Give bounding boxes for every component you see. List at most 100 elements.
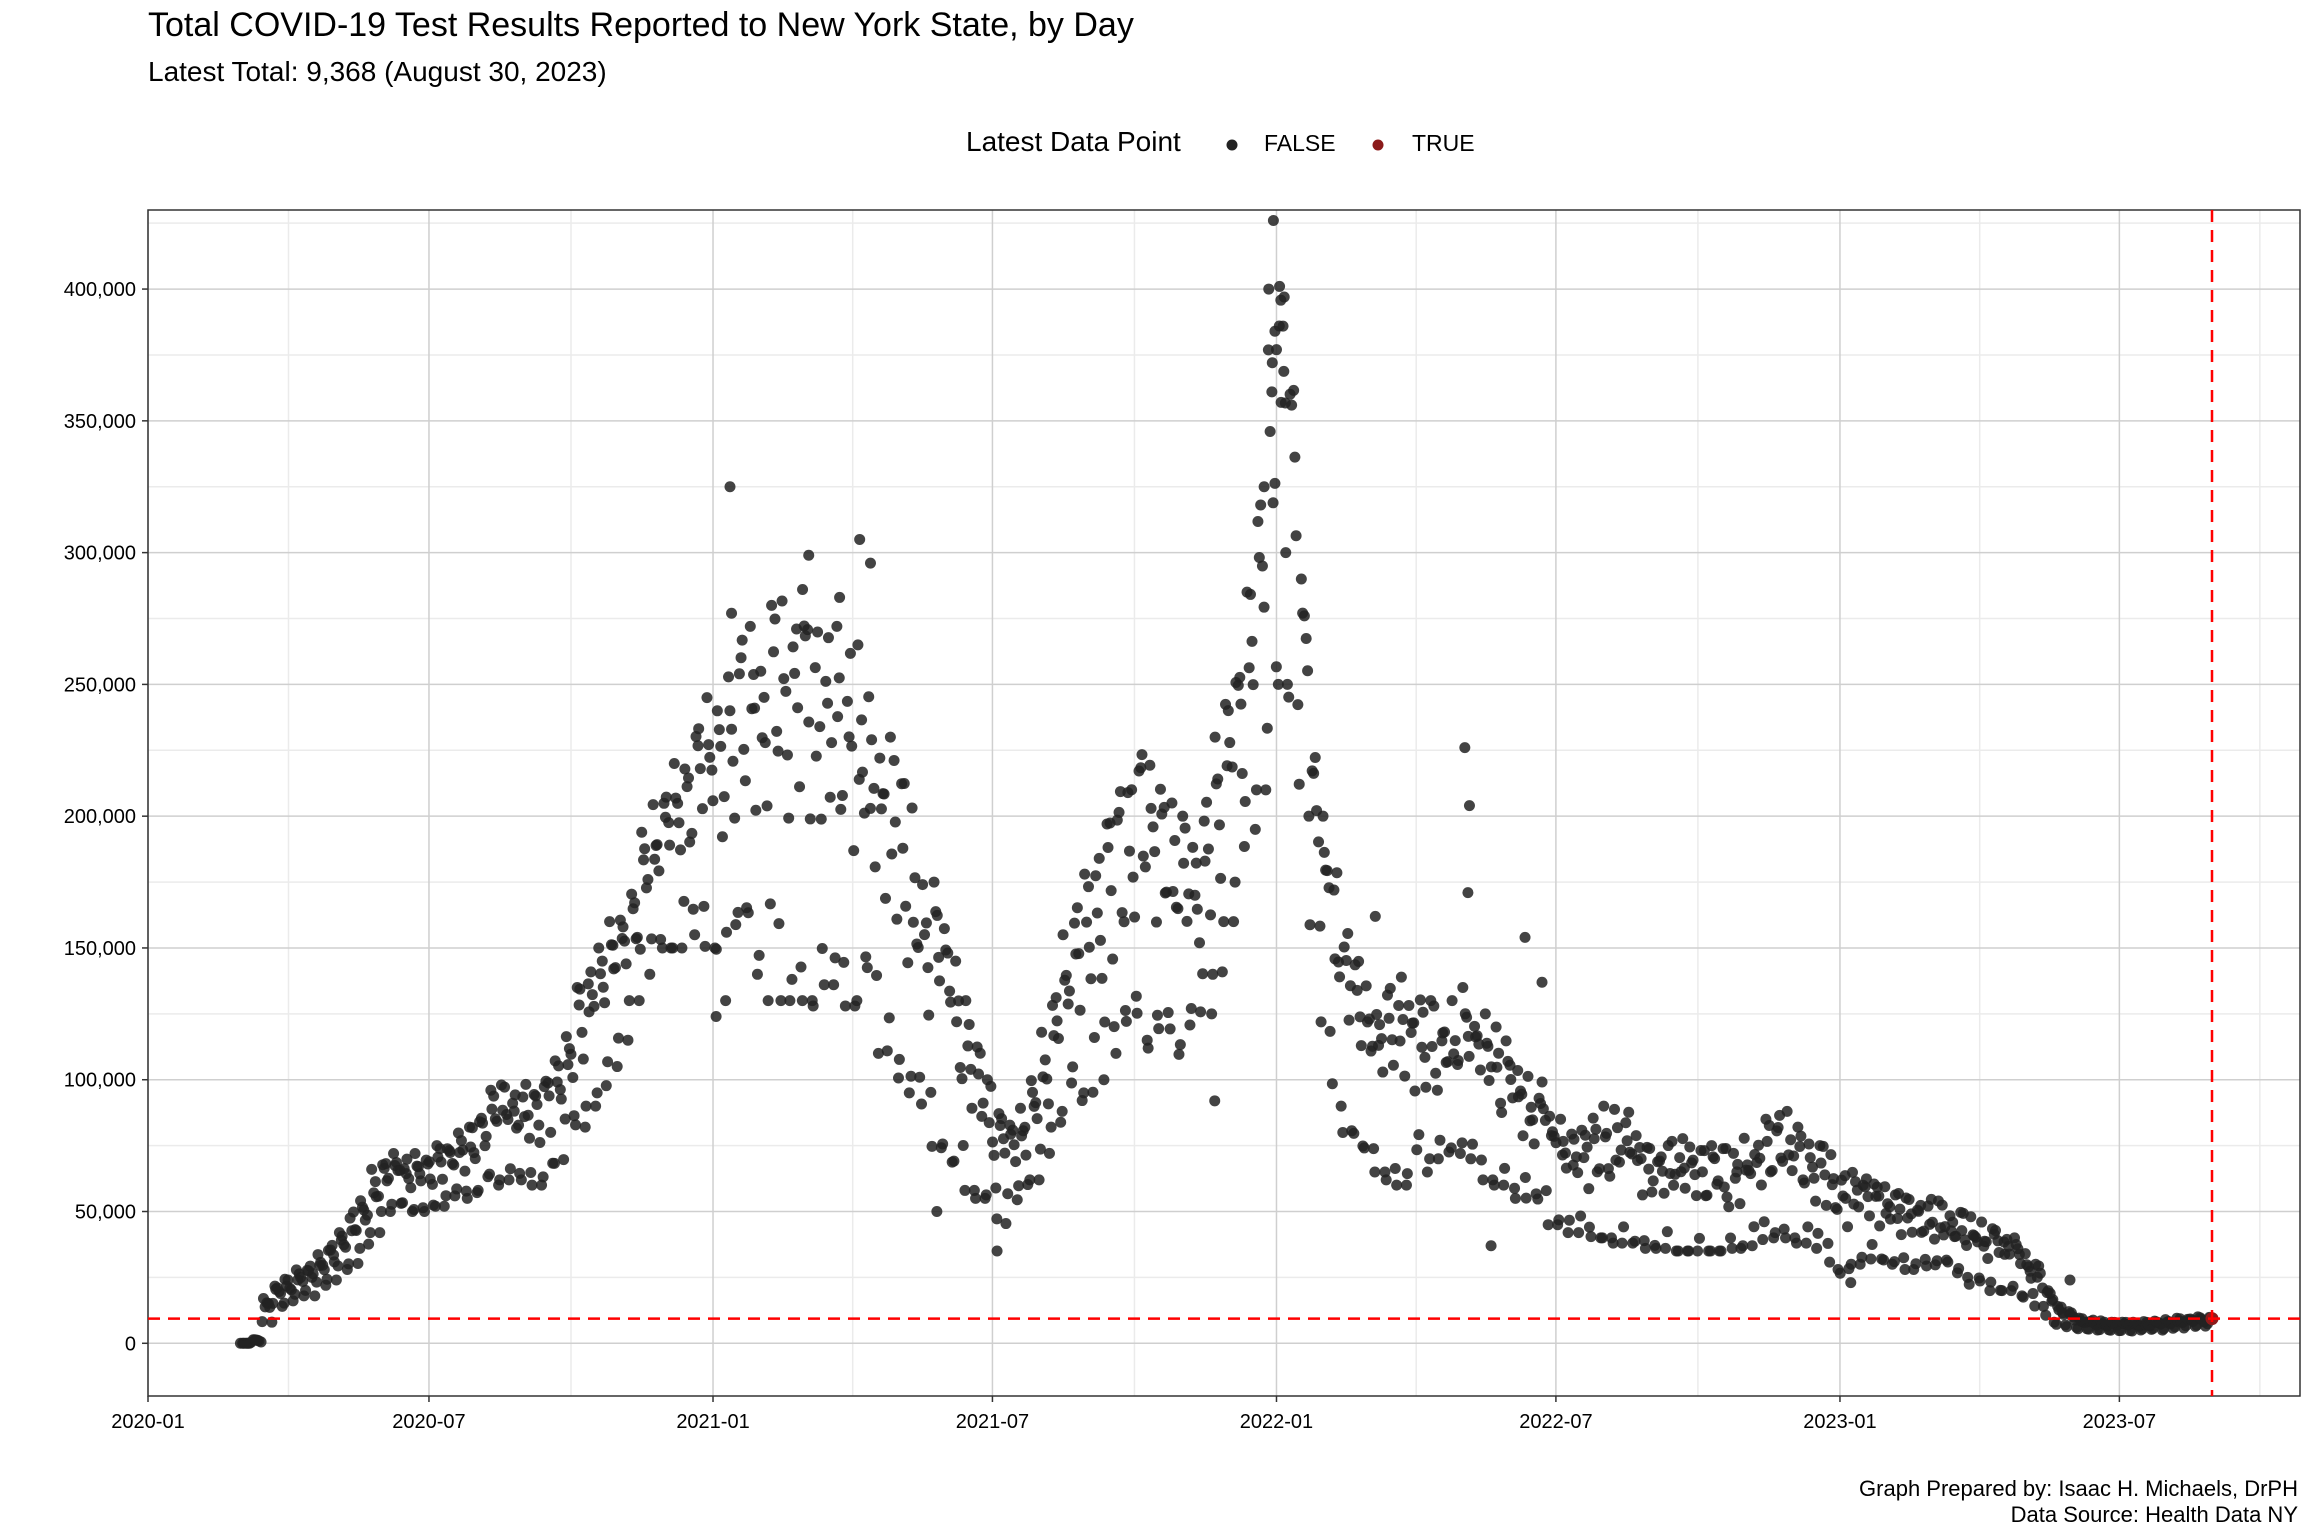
data-point — [1668, 1179, 1680, 1191]
data-point — [1189, 889, 1201, 901]
data-point — [1213, 819, 1225, 831]
data-point — [1646, 1186, 1658, 1198]
data-point — [455, 1135, 467, 1147]
legend-title: Latest Data Point — [966, 126, 1181, 157]
data-point — [1725, 1232, 1737, 1244]
data-point — [794, 781, 806, 793]
data-point — [1078, 1087, 1090, 1099]
data-point — [1428, 1000, 1440, 1012]
data-point — [599, 997, 611, 1009]
data-point — [1216, 966, 1228, 978]
data-point — [1236, 768, 1248, 780]
data-point — [1247, 679, 1259, 691]
data-point — [1079, 868, 1091, 880]
data-point — [1573, 1227, 1585, 1239]
data-point — [891, 913, 903, 925]
data-point — [1278, 365, 1290, 377]
data-point — [1639, 1242, 1651, 1254]
data-point — [1895, 1229, 1907, 1241]
data-point — [332, 1260, 344, 1272]
data-point — [1471, 1030, 1483, 1042]
data-point — [536, 1179, 548, 1191]
data-point — [720, 995, 732, 1007]
data-point — [531, 1099, 543, 1111]
data-point — [1479, 1008, 1491, 1020]
data-point — [1931, 1255, 1943, 1267]
data-point — [631, 931, 643, 943]
data-point — [1409, 1085, 1421, 1097]
data-point — [321, 1273, 333, 1285]
data-point — [1840, 1192, 1852, 1204]
data-point — [860, 951, 872, 963]
data-point — [1288, 384, 1300, 396]
data-point — [1629, 1235, 1641, 1247]
data-point — [1575, 1210, 1587, 1222]
data-point — [991, 1213, 1003, 1225]
data-point — [275, 1288, 287, 1300]
data-point — [1807, 1161, 1819, 1173]
data-point — [629, 897, 641, 909]
data-point — [1781, 1105, 1793, 1117]
data-point — [289, 1288, 301, 1300]
data-point-outlier — [1369, 910, 1381, 922]
data-point — [361, 1209, 373, 1221]
data-point — [766, 599, 778, 611]
data-point — [255, 1336, 267, 1348]
data-point — [1792, 1121, 1804, 1133]
data-point — [1256, 560, 1268, 572]
data-point — [562, 1059, 574, 1071]
data-point — [1542, 1219, 1554, 1231]
legend-key-true — [1372, 139, 1384, 151]
data-point — [1544, 1110, 1556, 1122]
data-point — [534, 1136, 546, 1148]
data-point — [1071, 902, 1083, 914]
data-point — [1772, 1122, 1784, 1134]
data-point — [1057, 929, 1069, 941]
data-point — [1956, 1225, 1968, 1237]
data-point — [1596, 1232, 1608, 1244]
data-point — [1229, 876, 1241, 888]
data-point — [1683, 1245, 1695, 1257]
data-point — [1563, 1214, 1575, 1226]
data-point-outlier — [1258, 481, 1270, 493]
data-point — [1334, 971, 1346, 983]
data-point — [897, 842, 909, 854]
data-point — [1020, 1149, 1032, 1161]
data-point — [1178, 857, 1190, 869]
data-point — [878, 788, 890, 800]
data-point — [1293, 778, 1305, 790]
data-point — [1195, 1006, 1207, 1018]
data-point-outlier — [1267, 215, 1279, 227]
data-point — [1482, 1040, 1494, 1052]
data-point — [1985, 1276, 1997, 1288]
data-point — [580, 1100, 592, 1112]
data-point — [1499, 1162, 1511, 1174]
data-point — [1461, 1011, 1473, 1023]
data-point — [1562, 1227, 1574, 1239]
data-point — [655, 934, 667, 946]
data-point — [409, 1148, 421, 1160]
data-point — [525, 1166, 537, 1178]
data-point — [472, 1184, 484, 1196]
data-point — [520, 1078, 532, 1090]
data-point — [1738, 1132, 1750, 1144]
data-point — [1963, 1278, 1975, 1290]
data-point — [1127, 871, 1139, 883]
data-point — [742, 907, 754, 919]
data-point — [1355, 1040, 1367, 1052]
data-point — [354, 1242, 366, 1254]
data-point — [1267, 497, 1279, 509]
data-point — [1643, 1163, 1655, 1175]
data-point — [1757, 1234, 1769, 1246]
data-point — [1136, 749, 1148, 761]
data-point — [1096, 972, 1108, 984]
data-point — [1463, 1050, 1475, 1062]
data-point — [1424, 1153, 1436, 1165]
data-point — [1568, 1133, 1580, 1145]
data-point — [851, 995, 863, 1007]
data-point — [792, 702, 804, 714]
data-point — [1226, 761, 1238, 773]
data-point — [1243, 662, 1255, 674]
data-point — [789, 667, 801, 679]
